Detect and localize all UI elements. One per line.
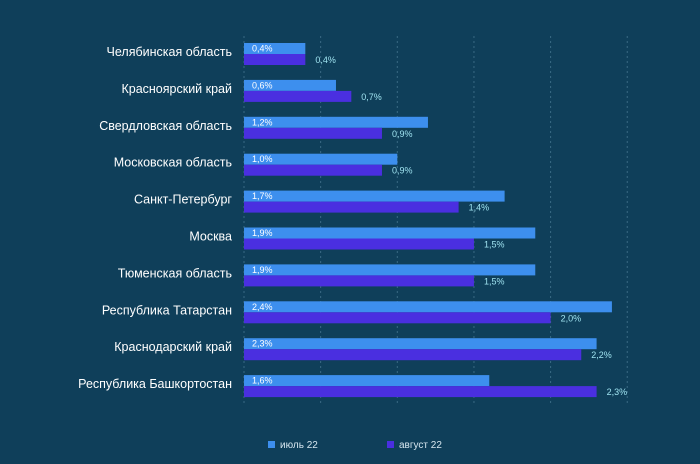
bar-august bbox=[244, 386, 597, 398]
category-label: Челябинская область bbox=[107, 45, 232, 59]
category-label: Республика Татарстан bbox=[102, 303, 232, 317]
bar-july bbox=[244, 264, 536, 276]
category-label: Республика Башкортостан bbox=[78, 377, 232, 391]
data-label-august: 0,9% bbox=[392, 166, 413, 176]
bar-july bbox=[244, 227, 536, 239]
data-label-july: 0,6% bbox=[252, 80, 273, 90]
data-label-july: 2,4% bbox=[252, 302, 273, 312]
bars: 0,4% 0,4% 0,6% 0,7% 1,2% 0,9% 1,0% 0,9% 1,7% 1,4%… bbox=[244, 43, 628, 398]
legend: июль 22 август 22 bbox=[268, 440, 442, 451]
data-label-august: 0,4% bbox=[315, 55, 336, 65]
category-label: Санкт-Петербург bbox=[134, 193, 232, 207]
bar-july bbox=[244, 116, 428, 128]
category-label: Московская область bbox=[114, 156, 232, 170]
category-label: Красноярский край bbox=[121, 82, 232, 96]
data-label-august: 1,4% bbox=[469, 203, 490, 213]
data-label-august: 0,7% bbox=[361, 92, 382, 102]
data-label-july: 1,0% bbox=[252, 154, 273, 164]
category-labels: Челябинская область Красноярский край Свер… bbox=[78, 45, 232, 391]
data-label-august: 1,5% bbox=[484, 276, 505, 286]
bar-july bbox=[244, 375, 490, 387]
data-label-july: 1,9% bbox=[252, 228, 273, 238]
data-label-august: 1,5% bbox=[484, 240, 505, 250]
data-label-july: 2,3% bbox=[252, 339, 273, 349]
legend-label-july: июль 22 bbox=[280, 440, 318, 451]
bar-august bbox=[244, 201, 459, 213]
bar-august bbox=[244, 349, 582, 361]
data-label-july: 0,4% bbox=[252, 44, 273, 54]
bar-august bbox=[244, 90, 352, 102]
category-label: Краснодарский край bbox=[114, 340, 232, 354]
data-label-july: 1,7% bbox=[252, 191, 273, 201]
legend-swatch-july bbox=[268, 441, 275, 448]
data-label-july: 1,9% bbox=[252, 265, 273, 275]
bar-august bbox=[244, 164, 382, 176]
data-label-august: 2,2% bbox=[591, 350, 612, 360]
bar-august bbox=[244, 54, 306, 65]
data-label-july: 1,2% bbox=[252, 117, 273, 127]
bar-july bbox=[244, 153, 398, 165]
bar-july bbox=[244, 79, 336, 91]
data-label-july: 1,6% bbox=[252, 376, 273, 386]
bar-august bbox=[244, 275, 474, 287]
data-label-august: 2,0% bbox=[561, 313, 582, 323]
bar-july bbox=[244, 338, 597, 350]
bar-july bbox=[244, 190, 505, 202]
category-label: Москва bbox=[189, 230, 232, 244]
legend-swatch-august bbox=[387, 441, 394, 448]
data-label-august: 0,9% bbox=[392, 129, 413, 139]
bar-august bbox=[244, 312, 551, 324]
category-label: Тюменская область bbox=[118, 266, 232, 280]
legend-label-august: август 22 bbox=[399, 440, 442, 451]
bar-august bbox=[244, 238, 474, 250]
bar-july bbox=[244, 43, 306, 54]
bar-july bbox=[244, 301, 612, 313]
category-label: Свердловская область bbox=[99, 119, 232, 133]
bar-august bbox=[244, 127, 382, 139]
data-label-august: 2,3% bbox=[607, 387, 628, 397]
